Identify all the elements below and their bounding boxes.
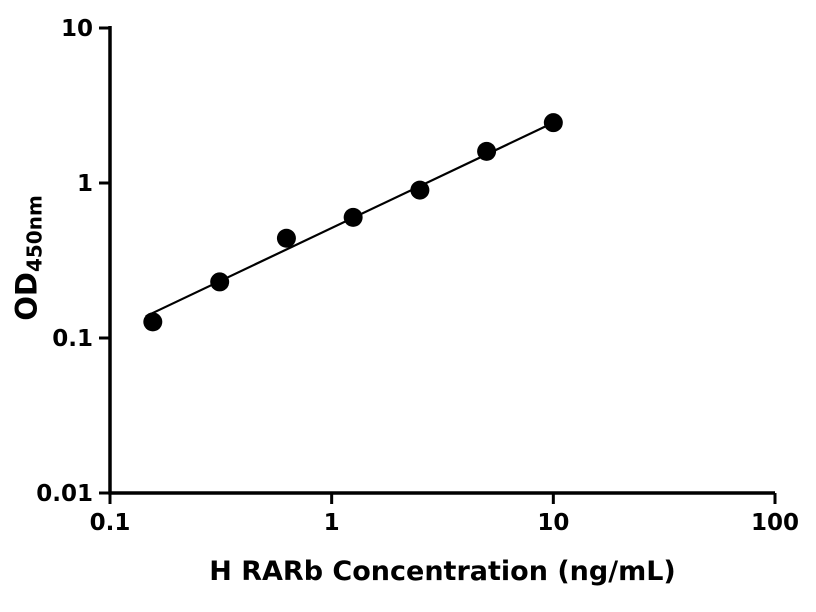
x-axis-title: H RARb Concentration (ng/mL): [209, 556, 676, 587]
y-axis-tick-label: 0.01: [36, 481, 93, 507]
axis-spines: [108, 26, 775, 495]
data-point: [276, 228, 296, 248]
data-point: [210, 272, 230, 292]
x-axis-tick-label: 100: [751, 510, 799, 536]
y-axis-title: OD450nm: [10, 195, 47, 321]
data-point: [410, 180, 430, 200]
data-point: [477, 141, 497, 161]
data-point: [143, 312, 163, 332]
data-point: [343, 207, 363, 227]
y-axis-title-subscript: 450nm: [22, 195, 47, 273]
y-axis-tick-label: 1: [77, 171, 93, 197]
x-axis-tick-label: 0.1: [90, 510, 131, 536]
x-axis-tick-label: 1: [324, 510, 340, 536]
y-axis-tick-label: 10: [61, 16, 93, 42]
data-point: [543, 113, 563, 133]
y-axis-title-main: OD: [9, 272, 44, 321]
x-axis-tick-label: 10: [537, 510, 569, 536]
y-axis-tick-label: 0.1: [52, 326, 93, 352]
